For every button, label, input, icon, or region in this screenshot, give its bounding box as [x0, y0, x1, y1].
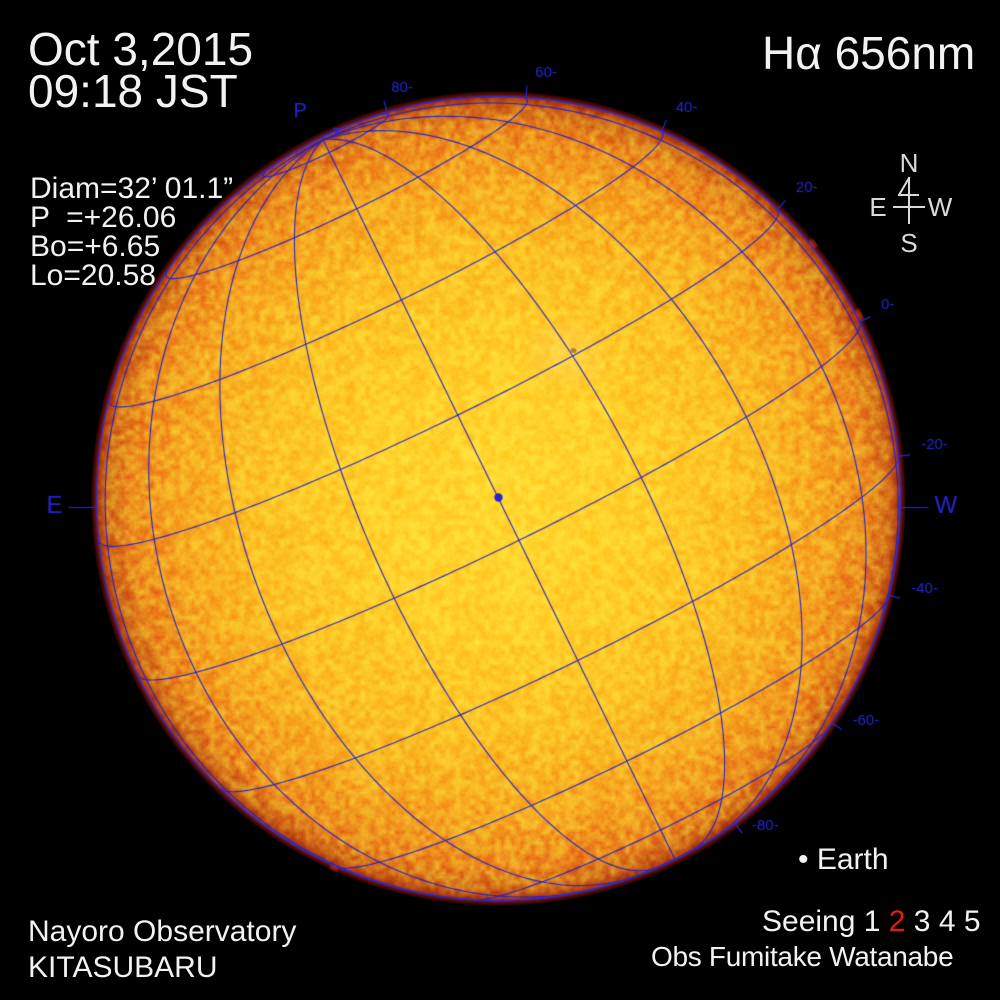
svg-text:N: N — [900, 148, 919, 178]
svg-text:E: E — [869, 192, 886, 222]
svg-text:S: S — [900, 228, 917, 258]
svg-text:W: W — [928, 192, 953, 222]
